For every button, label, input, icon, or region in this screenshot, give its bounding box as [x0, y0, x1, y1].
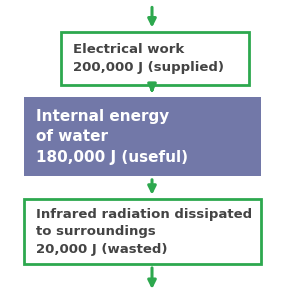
Text: Electrical work
200,000 J (supplied): Electrical work 200,000 J (supplied)	[73, 43, 224, 74]
FancyBboxPatch shape	[61, 32, 249, 85]
Text: Infrared radiation dissipated
to surroundings
20,000 J (wasted): Infrared radiation dissipated to surroun…	[36, 208, 253, 256]
FancyBboxPatch shape	[24, 199, 261, 264]
Text: Internal energy
of water
180,000 J (useful): Internal energy of water 180,000 J (usef…	[36, 109, 188, 165]
FancyBboxPatch shape	[24, 97, 261, 176]
